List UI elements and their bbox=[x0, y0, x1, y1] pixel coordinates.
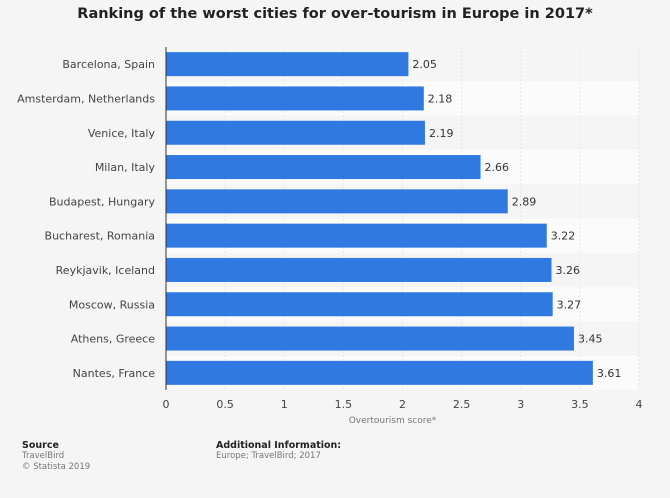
category-labels: Barcelona, Spain Amsterdam, Netherlands Ve… bbox=[17, 58, 155, 380]
bar bbox=[166, 155, 481, 180]
chart-title: Ranking of the worst cities for over-tou… bbox=[77, 6, 593, 22]
x-tick-label: 0 bbox=[163, 398, 170, 411]
value-label: 2.05 bbox=[412, 58, 437, 71]
source-block: Source TravelBird © Statista 2019 bbox=[22, 440, 90, 473]
x-tick-label: 4 bbox=[636, 398, 643, 411]
value-label: 3.22 bbox=[551, 230, 576, 243]
category-label: Reykjavik, Iceland bbox=[56, 264, 155, 277]
additional-info-heading: Additional Information: bbox=[216, 440, 342, 451]
category-label: Barcelona, Spain bbox=[62, 58, 155, 71]
x-axis-label: Overtourism score* bbox=[349, 416, 437, 426]
x-tick-label: 2.5 bbox=[453, 398, 471, 411]
bar bbox=[166, 86, 424, 111]
bar bbox=[166, 223, 547, 248]
value-label: 2.19 bbox=[429, 127, 454, 140]
value-label: 2.89 bbox=[512, 195, 537, 208]
bar bbox=[166, 257, 552, 282]
bars bbox=[166, 52, 593, 385]
category-label: Athens, Greece bbox=[71, 333, 155, 346]
x-tick-label: 2 bbox=[399, 398, 406, 411]
category-label: Nantes, France bbox=[73, 367, 156, 380]
value-label: 3.26 bbox=[555, 264, 580, 277]
x-tick-labels: 0 0.5 1 1.5 2 2.5 3 3.5 4 bbox=[163, 398, 643, 411]
source-heading: Source bbox=[22, 440, 59, 451]
bar bbox=[166, 326, 574, 351]
category-label: Amsterdam, Netherlands bbox=[17, 92, 155, 105]
additional-info-block: Additional Information: Europe; TravelBi… bbox=[216, 440, 341, 462]
bar bbox=[166, 360, 593, 385]
x-tick-label: 3 bbox=[517, 398, 524, 411]
value-labels: 2.05 2.18 2.19 2.66 2.89 3.22 3.26 3.27 3.45 3.61 bbox=[412, 58, 621, 380]
value-label: 3.27 bbox=[557, 298, 582, 311]
category-label: Budapest, Hungary bbox=[49, 195, 155, 208]
category-label: Moscow, Russia bbox=[69, 298, 155, 311]
bar bbox=[166, 52, 409, 77]
category-label: Venice, Italy bbox=[88, 127, 156, 140]
source-line-2: © Statista 2019 bbox=[22, 462, 91, 472]
category-label: Bucharest, Romania bbox=[45, 230, 155, 243]
bar-chart: Barcelona, Spain Amsterdam, Netherlands Ve… bbox=[17, 47, 643, 426]
x-tick-label: 3.5 bbox=[571, 398, 589, 411]
value-label: 2.66 bbox=[485, 161, 510, 174]
x-tick-label: 1.5 bbox=[335, 398, 353, 411]
x-tick-label: 1 bbox=[281, 398, 288, 411]
x-tick-label: 0.5 bbox=[216, 398, 234, 411]
source-line-1: TravelBird bbox=[22, 451, 65, 461]
value-label: 3.45 bbox=[578, 333, 603, 346]
additional-info-text: Europe; TravelBird; 2017 bbox=[216, 451, 321, 461]
category-label: Milan, Italy bbox=[95, 161, 156, 174]
bar bbox=[166, 292, 553, 317]
value-label: 2.18 bbox=[428, 92, 453, 105]
value-label: 3.61 bbox=[597, 367, 622, 380]
bar bbox=[166, 120, 425, 145]
bar bbox=[166, 189, 508, 214]
